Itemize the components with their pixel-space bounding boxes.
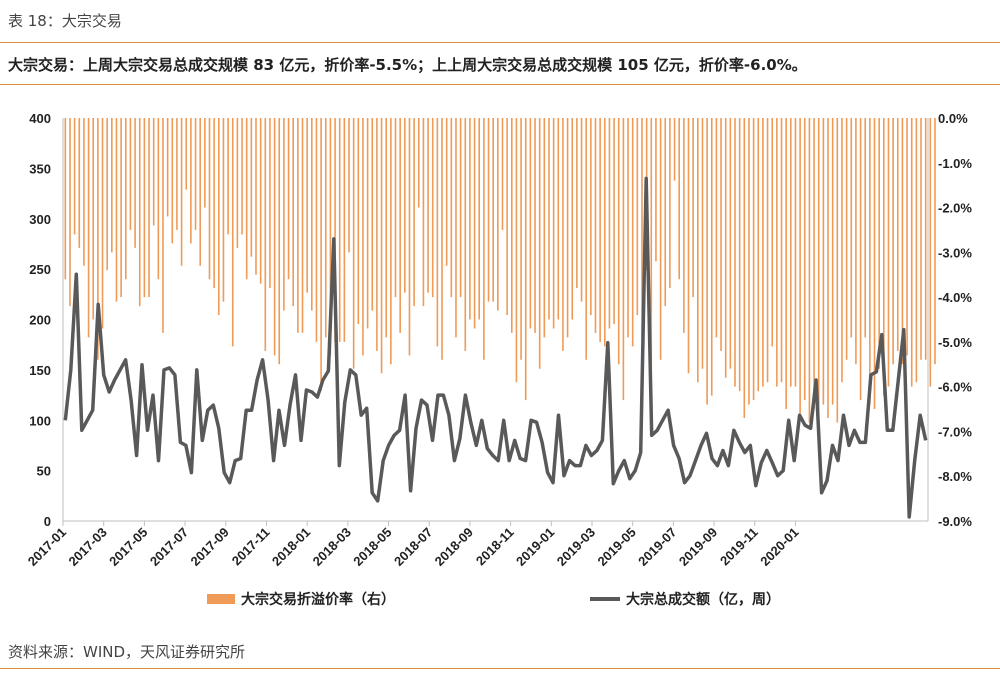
x-tick-label: 2018-07 bbox=[391, 525, 435, 569]
header-rule bbox=[0, 42, 1000, 43]
table-title: 表 18：大宗交易 bbox=[8, 12, 122, 30]
summary-rule bbox=[0, 84, 1000, 85]
turnover-line bbox=[63, 176, 928, 519]
source-note: 资料来源：WIND，天风证券研究所 bbox=[8, 643, 246, 661]
discount-rate-bars bbox=[64, 118, 936, 423]
right-tick-label: -6.0% bbox=[938, 380, 972, 395]
combo-chart: 0 50 100 150 200 250 300 350 400 0.0% -1.0% -2.0% -3… bbox=[25, 111, 973, 608]
right-tick-label: -5.0% bbox=[938, 335, 972, 350]
right-tick-label: -3.0% bbox=[938, 245, 972, 260]
right-tick-label: -2.0% bbox=[938, 201, 972, 216]
summary-text: 大宗交易：上周大宗交易总成交规模 83 亿元，折价率-5.5%；上上周大宗交易总… bbox=[8, 56, 807, 74]
footer-rule bbox=[0, 668, 1000, 669]
x-tick-label: 2020-01 bbox=[757, 525, 801, 569]
x-tick-label: 2017-07 bbox=[147, 525, 191, 569]
x-tick-label: 2019-07 bbox=[635, 525, 679, 569]
right-tick-label: -1.0% bbox=[938, 156, 972, 171]
x-tick-label: 2018-03 bbox=[310, 525, 354, 569]
x-tick-label: 2019-03 bbox=[554, 525, 598, 569]
x-tick-label: 2017-01 bbox=[25, 525, 69, 569]
x-tick-label: 2019-09 bbox=[676, 525, 720, 569]
left-tick-label: 300 bbox=[29, 212, 51, 227]
left-tick-label: 200 bbox=[29, 313, 51, 328]
right-tick-label: -4.0% bbox=[938, 290, 972, 305]
left-tick-label: 250 bbox=[29, 262, 51, 277]
legend-swatch-bar bbox=[207, 594, 235, 604]
right-tick-label: -7.0% bbox=[938, 424, 972, 439]
legend-label-line: 大宗总成交额（亿，周） bbox=[626, 591, 780, 608]
right-tick-label: 0.0% bbox=[938, 111, 968, 126]
x-tick-label: 2017-09 bbox=[188, 525, 232, 569]
x-tick-label: 2017-03 bbox=[65, 525, 109, 569]
legend: 大宗交易折溢价率（右） 大宗总成交额（亿，周） bbox=[207, 591, 780, 608]
x-tick-label: 2018-01 bbox=[269, 525, 313, 569]
left-tick-label: 400 bbox=[29, 111, 51, 126]
left-tick-label: 150 bbox=[29, 363, 51, 378]
x-tick-label: 2018-09 bbox=[432, 525, 476, 569]
left-tick-label: 350 bbox=[29, 161, 51, 176]
x-tick-label: 2019-11 bbox=[717, 525, 761, 569]
right-tick-label: -8.0% bbox=[938, 469, 972, 484]
x-tick-label: 2018-05 bbox=[350, 525, 394, 569]
x-tick-label: 2018-11 bbox=[473, 525, 517, 569]
x-tick-label: 2019-05 bbox=[594, 525, 638, 569]
left-tick-label: 0 bbox=[44, 514, 51, 529]
x-tick-label: 2017-05 bbox=[106, 525, 150, 569]
left-tick-label: 100 bbox=[29, 413, 51, 428]
axes bbox=[62, 118, 929, 522]
x-tick-label: 2019-01 bbox=[513, 525, 557, 569]
x-tick-label: 2017-11 bbox=[229, 525, 273, 569]
legend-label-bar: 大宗交易折溢价率（右） bbox=[241, 591, 395, 608]
right-tick-label: -9.0% bbox=[938, 514, 972, 529]
left-tick-label: 50 bbox=[37, 464, 51, 479]
